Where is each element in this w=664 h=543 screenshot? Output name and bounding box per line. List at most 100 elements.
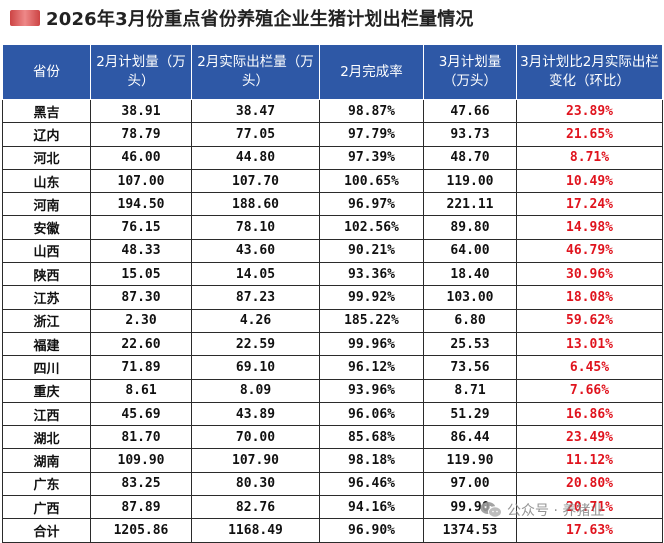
- table-row: 江苏 87.30 87.23 99.92% 103.00 18.08%: [2, 285, 663, 310]
- mom-change-cell: 30.96%: [516, 262, 663, 287]
- feb-plan-cell: 45.69: [90, 401, 192, 427]
- province-cell: 湖南: [2, 448, 91, 473]
- feb-completion-cell: 96.12%: [319, 355, 424, 380]
- feb-plan-cell: 8.61: [90, 378, 192, 403]
- mom-change-cell: 16.86%: [516, 401, 663, 427]
- province-cell: 四川: [2, 355, 91, 380]
- mar-plan-cell: 51.29: [423, 401, 517, 427]
- watermark: 公众号 · 养猪业: [480, 500, 604, 520]
- table-row: 广西 87.89 82.76 94.16% 99.90 20.71%: [2, 495, 663, 520]
- mar-plan-cell: 103.00: [423, 285, 517, 310]
- feb-plan-cell: 107.00: [90, 168, 192, 194]
- feb-actual-cell: 70.00: [191, 425, 320, 450]
- mar-plan-cell: 119.90: [423, 448, 517, 473]
- table-row: 江西 45.69 43.89 96.06% 51.29 16.86%: [2, 401, 663, 427]
- province-cell: 辽内: [2, 122, 91, 147]
- mom-change-cell: 23.89%: [516, 98, 663, 124]
- feb-actual-cell: 4.26: [191, 308, 320, 333]
- feb-actual-cell: 22.59: [191, 331, 320, 357]
- feb-plan-cell: 71.89: [90, 355, 192, 380]
- feb-plan-cell: 48.33: [90, 238, 192, 264]
- mom-change-cell: 10.49%: [516, 168, 663, 194]
- table-body: 黑吉 38.91 38.47 98.87% 47.66 23.89% 辽内 78.79 77.0…: [2, 98, 663, 543]
- table-header-row: 省份 2月计划量（万头） 2月实际出栏量（万头） 2月完成率 3月计划量（万头）…: [2, 44, 663, 100]
- mar-plan-cell: 73.56: [423, 355, 517, 380]
- feb-plan-cell: 22.60: [90, 331, 192, 357]
- table-row: 山东 107.00 107.70 100.65% 119.00 10.49%: [2, 168, 663, 194]
- title-bar: 2026年3月份重点省份养殖企业生猪计划出栏量情况: [0, 0, 664, 36]
- header-mar-plan: 3月计划量（万头）: [423, 44, 517, 100]
- feb-actual-cell: 69.10: [191, 355, 320, 380]
- feb-completion-cell: 93.96%: [319, 378, 424, 403]
- mar-plan-cell: 18.40: [423, 262, 517, 287]
- feb-completion-cell: 96.06%: [319, 401, 424, 427]
- hog-plan-table: 省份 2月计划量（万头） 2月实际出栏量（万头） 2月完成率 3月计划量（万头）…: [2, 44, 663, 543]
- mar-plan-cell: 89.80: [423, 215, 517, 240]
- mar-plan-cell: 86.44: [423, 425, 517, 450]
- watermark-text: 公众号 · 养猪业: [507, 503, 605, 519]
- feb-completion-cell: 96.46%: [319, 471, 424, 497]
- province-cell: 福建: [2, 331, 91, 357]
- province-cell: 重庆: [2, 378, 91, 403]
- feb-actual-cell: 107.70: [191, 168, 320, 194]
- feb-completion-cell: 102.56%: [319, 215, 424, 240]
- mar-plan-cell: 97.00: [423, 471, 517, 497]
- feb-plan-cell: 78.79: [90, 122, 192, 147]
- mar-plan-cell: 8.71: [423, 378, 517, 403]
- mom-change-cell: 20.71%: [516, 495, 663, 520]
- table-row: 河南 194.50 188.60 96.97% 221.11 17.24%: [2, 192, 663, 217]
- feb-completion-cell: 96.97%: [319, 192, 424, 217]
- mom-change-cell: 17.63%: [516, 518, 663, 543]
- mom-change-cell: 7.66%: [516, 378, 663, 403]
- table-row: 湖南 109.90 107.90 98.18% 119.90 11.12%: [2, 448, 663, 473]
- province-cell: 合计: [2, 518, 91, 543]
- mom-change-cell: 23.49%: [516, 425, 663, 450]
- mar-plan-cell: 6.80: [423, 308, 517, 333]
- feb-actual-cell: 44.80: [191, 145, 320, 170]
- feb-actual-cell: 78.10: [191, 215, 320, 240]
- feb-completion-cell: 99.92%: [319, 285, 424, 310]
- table-row: 广东 83.25 80.30 96.46% 97.00 20.80%: [2, 471, 663, 497]
- mar-plan-cell: 119.00: [423, 168, 517, 194]
- feb-actual-cell: 77.05: [191, 122, 320, 147]
- mom-change-cell: 6.45%: [516, 355, 663, 380]
- mar-plan-cell: 93.73: [423, 122, 517, 147]
- mom-change-cell: 21.65%: [516, 122, 663, 147]
- mar-plan-cell: 48.70: [423, 145, 517, 170]
- mom-change-cell: 46.79%: [516, 238, 663, 264]
- province-cell: 黑吉: [2, 98, 91, 124]
- mom-change-cell: 14.98%: [516, 215, 663, 240]
- header-feb-completion: 2月完成率: [319, 44, 424, 100]
- table-row: 安徽 76.15 78.10 102.56% 89.80 14.98%: [2, 215, 663, 240]
- feb-actual-cell: 14.05: [191, 262, 320, 287]
- table-row: 福建 22.60 22.59 99.96% 25.53 13.01%: [2, 331, 663, 357]
- feb-completion-cell: 94.16%: [319, 495, 424, 520]
- province-cell: 山东: [2, 168, 91, 194]
- feb-actual-cell: 8.09: [191, 378, 320, 403]
- feb-actual-cell: 1168.49: [191, 518, 320, 543]
- feb-actual-cell: 82.76: [191, 495, 320, 520]
- feb-completion-cell: 97.79%: [319, 122, 424, 147]
- header-feb-actual: 2月实际出栏量（万头）: [191, 44, 320, 100]
- table-row: 河北 46.00 44.80 97.39% 48.70 8.71%: [2, 145, 663, 170]
- feb-actual-cell: 87.23: [191, 285, 320, 310]
- feb-plan-cell: 1205.86: [90, 518, 192, 543]
- table-row: 陕西 15.05 14.05 93.36% 18.40 30.96%: [2, 262, 663, 287]
- feb-completion-cell: 90.21%: [319, 238, 424, 264]
- feb-plan-cell: 38.91: [90, 98, 192, 124]
- mom-change-cell: 20.80%: [516, 471, 663, 497]
- feb-completion-cell: 93.36%: [319, 262, 424, 287]
- feb-actual-cell: 107.90: [191, 448, 320, 473]
- feb-completion-cell: 98.18%: [319, 448, 424, 473]
- mar-plan-cell: 47.66: [423, 98, 517, 124]
- feb-plan-cell: 87.30: [90, 285, 192, 310]
- province-cell: 浙江: [2, 308, 91, 333]
- province-cell: 广西: [2, 495, 91, 520]
- mom-change-cell: 18.08%: [516, 285, 663, 310]
- table-row: 浙江 2.30 4.26 185.22% 6.80 59.62%: [2, 308, 663, 333]
- province-cell: 陕西: [2, 262, 91, 287]
- feb-plan-cell: 83.25: [90, 471, 192, 497]
- province-cell: 河北: [2, 145, 91, 170]
- feb-plan-cell: 194.50: [90, 192, 192, 217]
- table-row: 四川 71.89 69.10 96.12% 73.56 6.45%: [2, 355, 663, 380]
